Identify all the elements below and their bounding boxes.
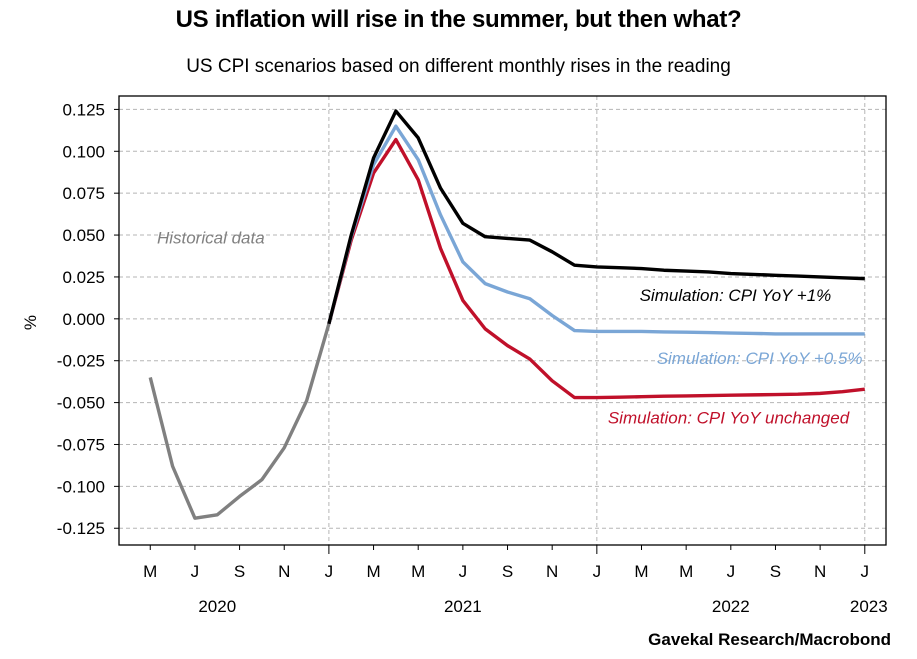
y-tick-label: 0.050 [62, 226, 105, 245]
x-tick-label: M [143, 562, 157, 581]
source-credit: Gavekal Research/Macrobond [648, 630, 891, 649]
chart-title: US inflation will rise in the summer, bu… [175, 6, 742, 33]
series-line-1 [327, 109, 865, 325]
x-tick-label: S [770, 562, 781, 581]
x-year-label: 2023 [850, 597, 888, 616]
chart-subtitle-text: US CPI scenarios based on different mont… [186, 56, 731, 77]
y-tick-label: 0.100 [62, 142, 105, 161]
x-axis-ticks: M J S N J M M J S N J M M J S N J 2020 2021 2022 2023 [143, 545, 888, 616]
x-tick-label: M [411, 562, 425, 581]
x-tick-label: N [546, 562, 558, 581]
y-tick-label: -0.050 [57, 394, 105, 413]
x-year-label: 2022 [712, 597, 750, 616]
y-tick-label: 0.025 [62, 268, 105, 287]
y-tick-label: -0.075 [57, 435, 105, 454]
series-annotation: Simulation: CPI YoY +1% [640, 286, 832, 305]
x-tick-label: J [593, 562, 602, 581]
x-year-label: 2020 [198, 597, 236, 616]
x-tick-label: J [325, 562, 334, 581]
y-tick-label: 0.075 [62, 184, 105, 203]
y-axis-ticks: 0.125 0.100 0.075 0.050 0.025 0.000 -0.025 -0.0… [57, 100, 119, 538]
y-tick-label: -0.100 [57, 477, 105, 496]
series-line-3 [327, 137, 865, 400]
x-tick-label: J [459, 562, 468, 581]
series-annotation: Historical data [157, 228, 265, 247]
x-tick-label: S [234, 562, 245, 581]
x-tick-label: S [502, 562, 513, 581]
y-tick-label: -0.125 [57, 519, 105, 538]
x-tick-label: J [727, 562, 736, 581]
x-tick-label: N [814, 562, 826, 581]
plot-frame [118, 95, 887, 546]
x-tick-label: M [679, 562, 693, 581]
x-tick-label: M [634, 562, 648, 581]
chart-subtitle: US CPI scenarios based on different mont… [0, 56, 917, 78]
x-tick-label: M [366, 562, 380, 581]
series-line-0 [148, 323, 331, 520]
series-line-2 [327, 124, 865, 336]
series-layer [148, 109, 865, 520]
x-tick-label: N [278, 562, 290, 581]
series-annotations: Historical data Simulation: CPI YoY +1% Si… [157, 228, 863, 427]
series-annotation: Simulation: CPI YoY unchanged [608, 409, 850, 428]
x-tick-label: J [861, 562, 870, 581]
x-tick-label: J [191, 562, 200, 581]
gridlines [119, 96, 886, 545]
y-tick-label: 0.000 [62, 310, 105, 329]
y-tick-label: -0.025 [57, 352, 105, 371]
x-year-label: 2021 [444, 597, 482, 616]
series-annotation: Simulation: CPI YoY +0.5% [657, 349, 863, 368]
y-axis-label: % [21, 315, 40, 330]
y-tick-label: 0.125 [62, 100, 105, 119]
